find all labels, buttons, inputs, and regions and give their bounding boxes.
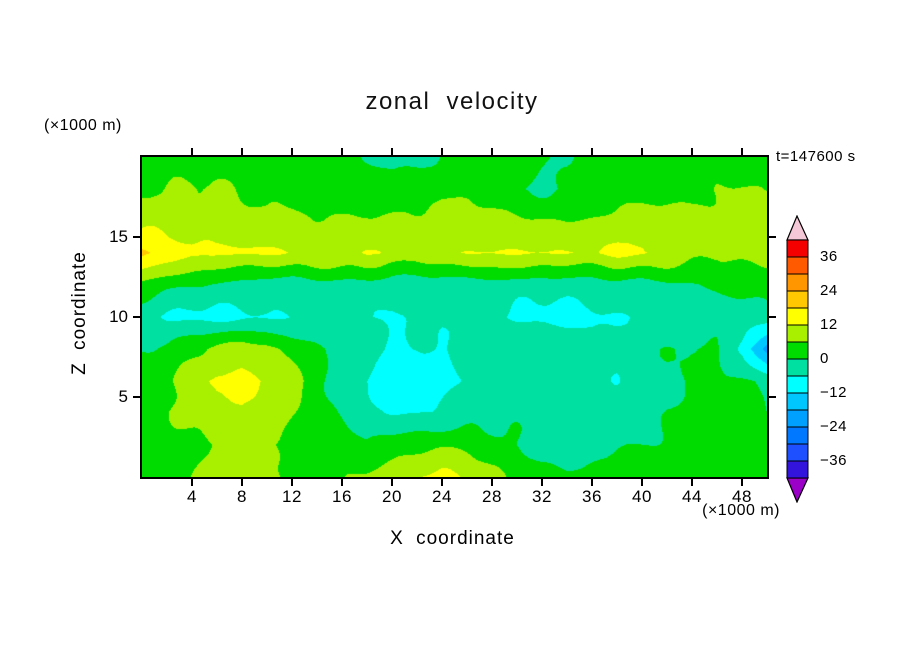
x-tick-label: 32 — [532, 487, 552, 506]
y-tick-label: 15 — [109, 227, 128, 246]
x-tick-mark — [291, 148, 293, 155]
x-tick-mark — [441, 479, 443, 486]
colorbar-segment — [786, 290, 809, 309]
y-axis-unit: (×1000 m) — [44, 117, 122, 134]
x-axis-title: X coordinate — [390, 528, 515, 549]
colorbar-segment — [786, 443, 809, 462]
plot-frame: 4 8 12 16 20 24 28 32 36 40 44 48 5 10 15 — [109, 148, 776, 506]
colorbar-label: −36 — [820, 452, 847, 469]
x-tick-mark — [741, 148, 743, 155]
x-tick-mark — [391, 479, 393, 486]
x-tick-mark — [241, 479, 243, 486]
y-tick-mark — [769, 236, 776, 238]
x-tick-mark — [591, 479, 593, 486]
x-tick-label: 48 — [732, 487, 752, 506]
x-tick-mark — [691, 479, 693, 486]
x-tick-mark — [541, 148, 543, 155]
time-annotation: t=147600 s — [776, 148, 856, 165]
colorbar-segment — [786, 256, 809, 275]
colorbar-segment — [786, 324, 809, 343]
x-tick-label: 44 — [682, 487, 702, 506]
x-tick-mark — [491, 479, 493, 486]
colorbar-segment — [786, 358, 809, 377]
colorbar-label: −12 — [820, 384, 847, 401]
x-tick-label: 28 — [482, 487, 502, 506]
y-tick-mark — [133, 316, 140, 318]
colorbar: 36 24 12 0 −12 −24 −36 — [786, 215, 886, 535]
x-tick-label: 16 — [332, 487, 352, 506]
y-tick-mark — [769, 316, 776, 318]
x-tick-mark — [741, 479, 743, 486]
y-tick-mark — [133, 236, 140, 238]
y-axis-title: Z coordinate — [69, 251, 90, 375]
x-tick-mark — [691, 148, 693, 155]
y-tick-mark — [769, 396, 776, 398]
colorbar-under-arrow — [786, 477, 809, 503]
colorbar-label: −24 — [820, 418, 847, 435]
x-tick-label: 12 — [282, 487, 302, 506]
y-tick-label: 5 — [118, 387, 128, 406]
x-tick-mark — [641, 148, 643, 155]
x-tick-label: 40 — [632, 487, 652, 506]
colorbar-segment — [786, 239, 809, 258]
x-tick-label: 8 — [237, 487, 247, 506]
x-tick-mark — [591, 148, 593, 155]
colorbar-label: 24 — [820, 282, 838, 299]
colorbar-segment — [786, 375, 809, 394]
x-tick-mark — [291, 479, 293, 486]
y-tick-mark — [133, 396, 140, 398]
x-tick-label: 36 — [582, 487, 602, 506]
colorbar-segment — [786, 341, 809, 360]
colorbar-label: 36 — [820, 248, 838, 265]
x-tick-mark — [191, 148, 193, 155]
colorbar-label: 0 — [820, 350, 829, 367]
x-tick-mark — [541, 479, 543, 486]
x-tick-label: 20 — [382, 487, 402, 506]
y-tick-label: 10 — [109, 307, 128, 326]
x-tick-label: 24 — [432, 487, 452, 506]
x-tick-mark — [491, 148, 493, 155]
x-tick-mark — [341, 148, 343, 155]
x-tick-label: 4 — [187, 487, 197, 506]
x-tick-mark — [641, 479, 643, 486]
colorbar-segment — [786, 307, 809, 326]
colorbar-gradient — [786, 215, 809, 503]
colorbar-segment — [786, 426, 809, 445]
x-axis-unit: (×1000 m) — [702, 502, 780, 519]
x-tick-mark — [191, 479, 193, 486]
colorbar-over-arrow — [786, 215, 809, 241]
x-tick-mark — [391, 148, 393, 155]
x-tick-mark — [441, 148, 443, 155]
plot-title: zonal velocity — [365, 88, 539, 115]
colorbar-segment — [786, 460, 809, 479]
colorbar-label: 12 — [820, 316, 838, 333]
velocity-field-canvas — [142, 157, 767, 477]
x-tick-mark — [241, 148, 243, 155]
colorbar-segment — [786, 273, 809, 292]
colorbar-segment — [786, 392, 809, 411]
colorbar-segment — [786, 409, 809, 428]
x-tick-mark — [341, 479, 343, 486]
